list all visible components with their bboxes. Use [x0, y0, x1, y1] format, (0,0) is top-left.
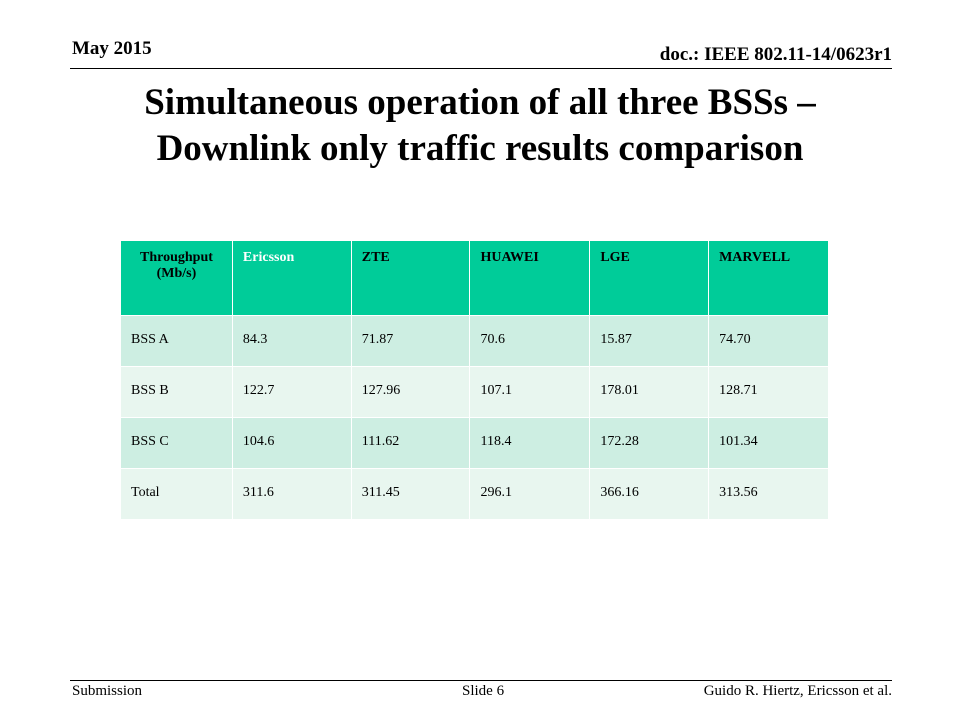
slide-title: Simultaneous operation of all three BSSs… — [60, 80, 900, 172]
table-row: Total 311.6 311.45 296.1 366.16 313.56 — [120, 468, 829, 520]
results-table: Throughput (Mb/s) Ericsson ZTE HUAWEI LG… — [120, 240, 829, 520]
table-cell: 128.71 — [708, 366, 829, 418]
header-lge: LGE — [589, 240, 710, 316]
slide-title-line-2: Downlink only traffic results comparison — [156, 128, 804, 169]
table-header-row: Throughput (Mb/s) Ericsson ZTE HUAWEI LG… — [120, 240, 829, 316]
table-cell: 70.6 — [469, 315, 591, 367]
row-label: BSS B — [120, 366, 233, 418]
table-cell: 127.96 — [350, 366, 471, 418]
table-cell: 118.4 — [469, 417, 591, 469]
header-divider — [70, 68, 892, 69]
table-row: BSS A 84.3 71.87 70.6 15.87 74.70 — [120, 315, 829, 367]
header-huawei: HUAWEI — [469, 240, 591, 316]
slide-title-line-1: Simultaneous operation of all three BSSs… — [144, 82, 816, 123]
table-cell: 313.56 — [708, 468, 829, 520]
table-cell: 311.6 — [231, 468, 352, 520]
table-cell: 122.7 — [231, 366, 352, 418]
footer-author: Guido R. Hiertz, Ericsson et al. — [703, 683, 892, 699]
header-zte: ZTE — [350, 240, 471, 316]
table-cell: 107.1 — [469, 366, 591, 418]
row-label: Total — [120, 468, 233, 520]
table-cell: 296.1 — [469, 468, 591, 520]
table-row: BSS B 122.7 127.96 107.1 178.01 128.71 — [120, 366, 829, 418]
table-row: BSS C 104.6 111.62 118.4 172.28 101.34 — [120, 417, 829, 469]
table-cell: 111.62 — [350, 417, 471, 469]
table-cell: 104.6 — [231, 417, 352, 469]
header-doc-id: doc.: IEEE 802.11-14/0623r1 — [659, 44, 892, 65]
table-cell: 101.34 — [708, 417, 829, 469]
footer-divider — [70, 680, 892, 681]
table-cell: 74.70 — [708, 315, 829, 367]
header-ericsson: Ericsson — [231, 240, 352, 316]
header-marvell: MARVELL — [708, 240, 829, 316]
table-cell: 311.45 — [350, 468, 471, 520]
table-cell: 178.01 — [589, 366, 710, 418]
row-label: BSS A — [120, 315, 233, 367]
footer-slide-number: Slide 6 — [462, 683, 505, 699]
footer-submission: Submission — [72, 683, 143, 699]
table-cell: 15.87 — [589, 315, 710, 367]
row-label: BSS C — [120, 417, 233, 469]
table-cell: 71.87 — [350, 315, 471, 367]
header-date: May 2015 — [72, 38, 152, 59]
table-cell: 84.3 — [231, 315, 352, 367]
table-cell: 172.28 — [589, 417, 710, 469]
header-throughput: Throughput (Mb/s) — [120, 240, 233, 316]
table-cell: 366.16 — [589, 468, 710, 520]
